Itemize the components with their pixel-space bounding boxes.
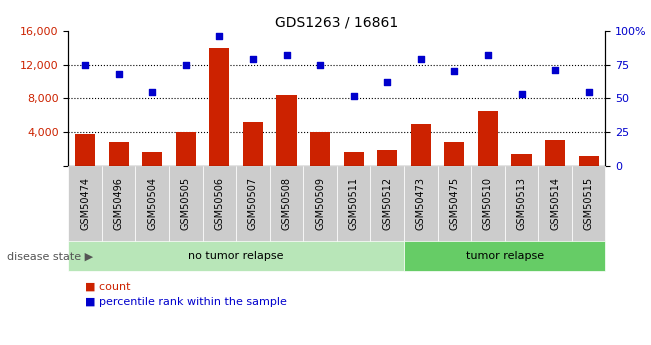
Point (248, 57, 258, 62)
Text: GSM50496: GSM50496 (114, 177, 124, 230)
Text: GSM50514: GSM50514 (550, 177, 560, 230)
Point (516, 91, 527, 97)
Text: GSM50515: GSM50515 (584, 177, 594, 230)
Point (382, 79, 393, 85)
Text: GSM50512: GSM50512 (382, 177, 393, 230)
Text: GSM50473: GSM50473 (416, 177, 426, 230)
Bar (444, 142, 464, 166)
Bar (411, 124, 431, 166)
Point (550, 67, 561, 73)
Bar (579, 156, 599, 166)
Bar (512, 154, 532, 166)
Text: GSM50508: GSM50508 (281, 177, 292, 230)
Bar (344, 152, 364, 166)
Bar (377, 150, 397, 166)
Point (483, 52, 493, 58)
Bar (478, 111, 498, 166)
Text: tumor relapse: tumor relapse (465, 251, 544, 261)
Point (281, 52, 292, 58)
Point (180, 62, 191, 68)
Text: GSM50511: GSM50511 (349, 177, 359, 230)
Text: no tumor relapse: no tumor relapse (188, 251, 284, 261)
Text: GSM50475: GSM50475 (449, 177, 460, 230)
Bar (142, 152, 162, 166)
Text: ■ percentile rank within the sample: ■ percentile rank within the sample (85, 297, 286, 307)
Point (147, 89, 158, 95)
Text: GSM50509: GSM50509 (315, 177, 325, 230)
Point (583, 89, 594, 95)
Title: GDS1263 / 16861: GDS1263 / 16861 (275, 16, 398, 30)
Bar (75, 134, 95, 166)
Bar (545, 140, 565, 166)
Text: GSM50510: GSM50510 (483, 177, 493, 230)
Bar (109, 142, 129, 166)
Point (415, 57, 426, 62)
Point (214, 34, 225, 39)
Point (80, 62, 90, 68)
Point (113, 71, 124, 77)
Point (348, 93, 359, 98)
Bar (176, 132, 196, 166)
Text: GSM50474: GSM50474 (80, 177, 90, 230)
Text: GSM50506: GSM50506 (214, 177, 225, 230)
Bar (210, 48, 230, 166)
Point (449, 69, 460, 74)
Bar (243, 122, 263, 166)
Text: GSM50504: GSM50504 (147, 177, 158, 230)
Text: GSM50505: GSM50505 (181, 177, 191, 230)
Text: disease state ▶: disease state ▶ (7, 251, 92, 261)
Text: ■ count: ■ count (85, 282, 130, 291)
Point (315, 62, 326, 68)
Text: GSM50513: GSM50513 (516, 177, 527, 230)
Bar (277, 95, 297, 166)
Bar (310, 132, 330, 166)
Text: GSM50507: GSM50507 (248, 177, 258, 230)
